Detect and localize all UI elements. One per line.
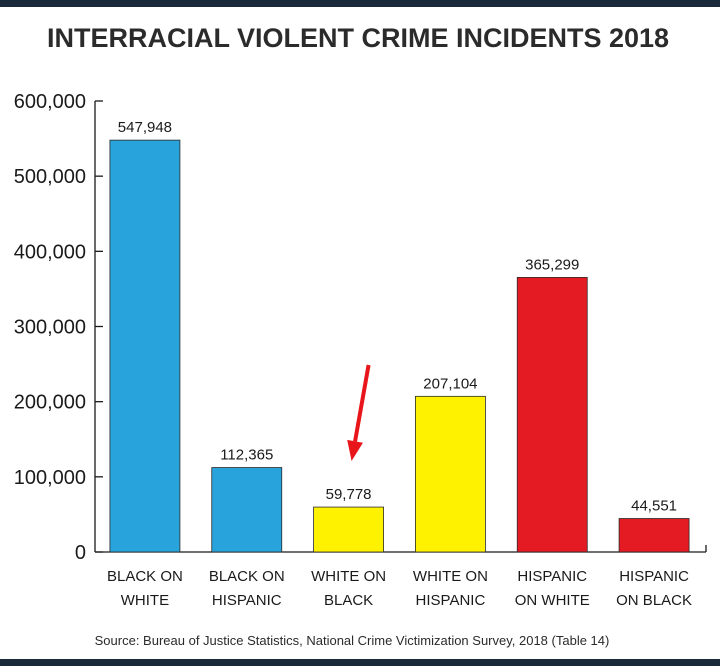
category-label: HISPANIC bbox=[619, 568, 689, 585]
category-label: WHITE ON bbox=[311, 568, 386, 585]
bar bbox=[618, 518, 690, 553]
annotation-arrow-head bbox=[347, 439, 363, 461]
bar-value-label: 547,948 bbox=[118, 119, 172, 136]
bar bbox=[313, 506, 384, 553]
bars: 547,948 BLACK ON WHITE 112,365 BLACK ON HISPA… bbox=[107, 119, 692, 609]
bar bbox=[516, 277, 588, 553]
bar bbox=[415, 395, 486, 553]
bar-value-label: 44,551 bbox=[631, 498, 677, 515]
y-tick-label: 0 bbox=[75, 542, 86, 564]
category-label: HISPANIC bbox=[517, 568, 587, 585]
y-tick-label: 500,000 bbox=[14, 166, 86, 188]
category-label: WHITE bbox=[121, 592, 169, 609]
category-label: ON WHITE bbox=[515, 592, 590, 609]
axes: 0 100,000 200,000 300,000 400,000 500,000 600,… bbox=[14, 91, 707, 564]
bar-value-label: 365,299 bbox=[525, 256, 579, 273]
y-tick-label: 400,000 bbox=[14, 241, 86, 263]
source-note: Source: Bureau of Justice Statistics, Na… bbox=[95, 633, 610, 648]
category-label: WHITE ON bbox=[413, 568, 488, 585]
annotations bbox=[347, 364, 371, 461]
bar-value-label: 59,778 bbox=[326, 486, 372, 503]
y-tick-label: 600,000 bbox=[14, 91, 86, 113]
category-label: HISPANIC bbox=[212, 592, 282, 609]
bar bbox=[211, 467, 283, 553]
y-tick-label: 100,000 bbox=[14, 467, 86, 489]
category-label: BLACK ON bbox=[209, 568, 285, 585]
bar-value-label: 112,365 bbox=[220, 447, 273, 464]
bar bbox=[109, 139, 181, 553]
category-label: BLACK bbox=[324, 592, 373, 609]
category-label: ON BLACK bbox=[616, 592, 692, 609]
category-label: BLACK ON bbox=[107, 568, 183, 585]
bar-value-label: 207,104 bbox=[423, 375, 477, 392]
y-tick-label: 300,000 bbox=[14, 317, 86, 339]
annotation-arrow-shaft bbox=[353, 364, 371, 442]
category-label: HISPANIC bbox=[416, 592, 486, 609]
chart-title: INTERRACIAL VIOLENT CRIME INCIDENTS 2018 bbox=[47, 23, 669, 53]
y-tick-label: 200,000 bbox=[14, 392, 86, 414]
